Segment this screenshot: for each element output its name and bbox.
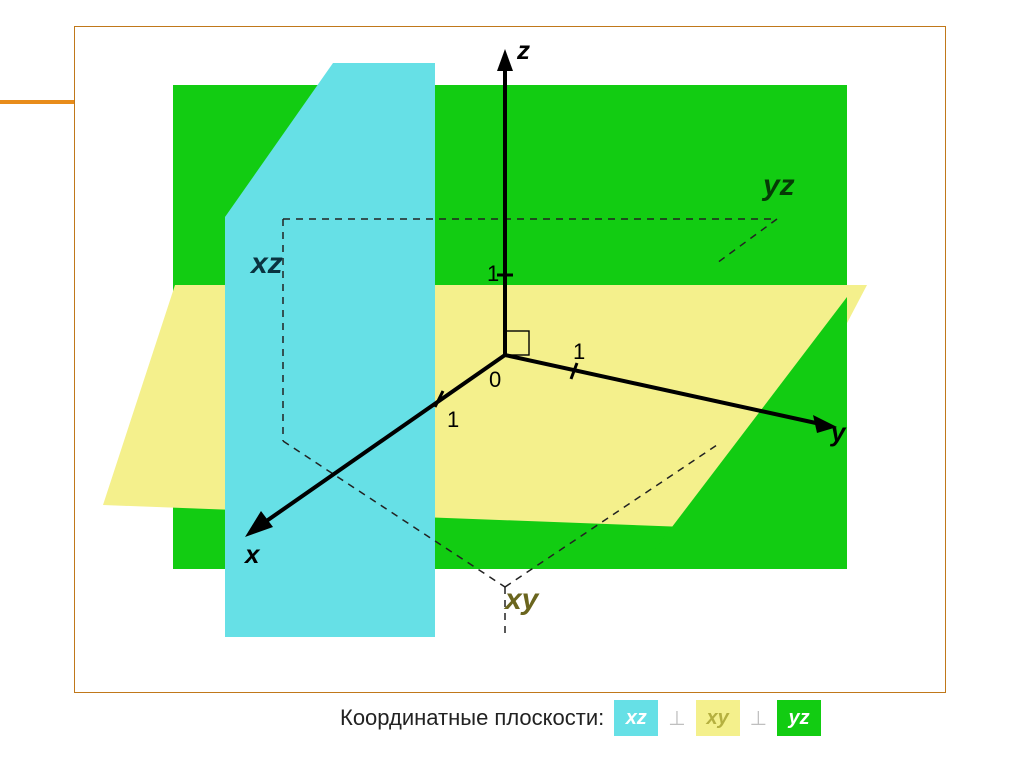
legend-yz: yz — [777, 700, 821, 736]
z-unit: 1 — [487, 261, 499, 286]
legend-title: Координатные плоскости: — [340, 705, 604, 731]
x-unit: 1 — [447, 407, 459, 432]
x-label: x — [243, 539, 261, 569]
z-label: z — [516, 35, 530, 65]
xy-plane-label: xy — [503, 583, 540, 616]
accent-rule — [0, 100, 74, 104]
legend-xy: xy — [696, 700, 740, 736]
y-label: y — [829, 417, 847, 447]
diagram-frame: z y x 0 1 1 1 xz xy yz — [74, 26, 946, 693]
legend: Координатные плоскости: xz ⊥ xy ⊥ yz — [340, 700, 821, 736]
y-unit: 1 — [573, 339, 585, 364]
yz-plane-label: yz — [761, 169, 795, 202]
perp-1: ⊥ — [668, 706, 685, 731]
xz-plane-label: xz — [249, 247, 283, 280]
coordinate-planes-svg: z y x 0 1 1 1 xz xy yz — [75, 27, 945, 692]
legend-xz: xz — [614, 700, 658, 736]
origin-label: 0 — [489, 367, 501, 392]
perp-2: ⊥ — [750, 706, 767, 731]
